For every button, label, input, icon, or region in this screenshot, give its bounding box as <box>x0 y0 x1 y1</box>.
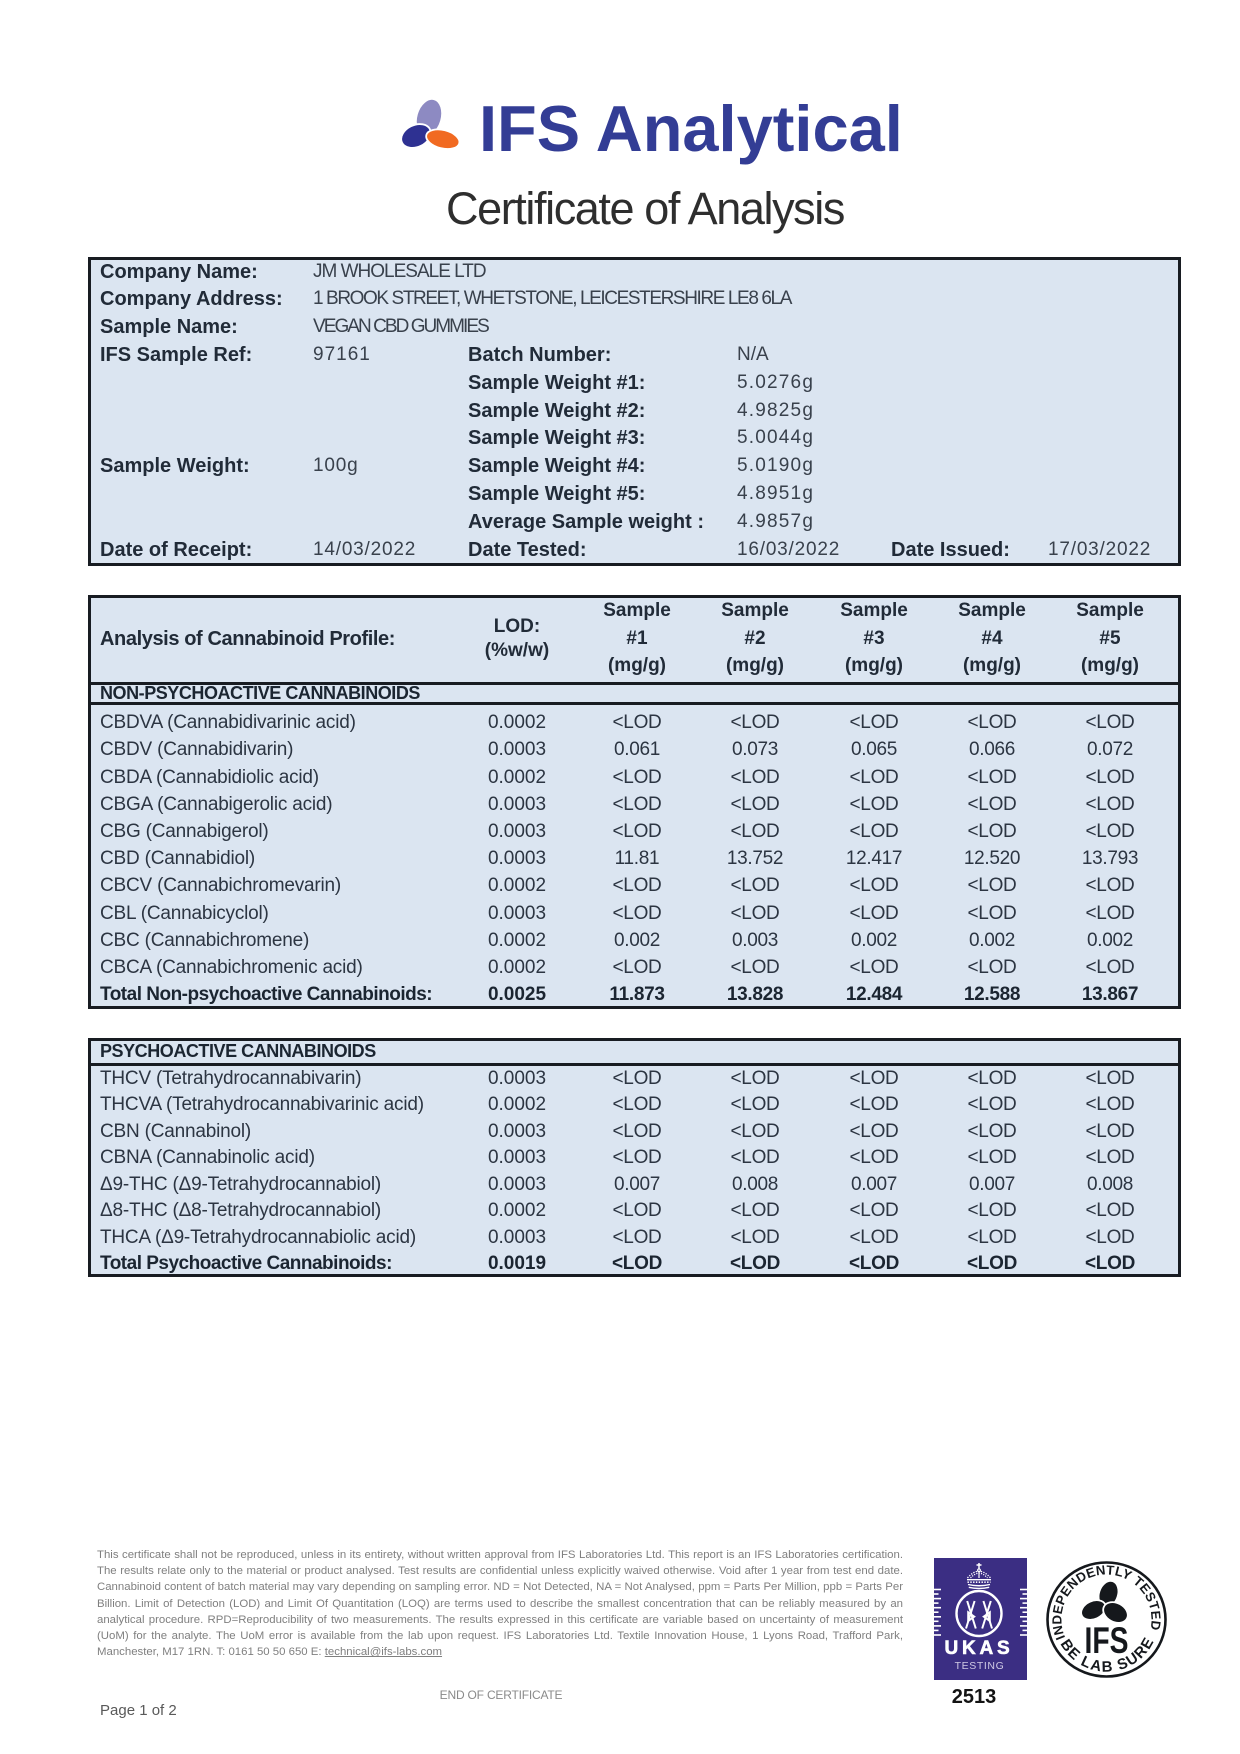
svg-text:UKAS: UKAS <box>944 1638 1013 1659</box>
svg-text:IFS: IFS <box>1085 1620 1129 1661</box>
svg-text:TESTING: TESTING <box>955 1660 1005 1672</box>
